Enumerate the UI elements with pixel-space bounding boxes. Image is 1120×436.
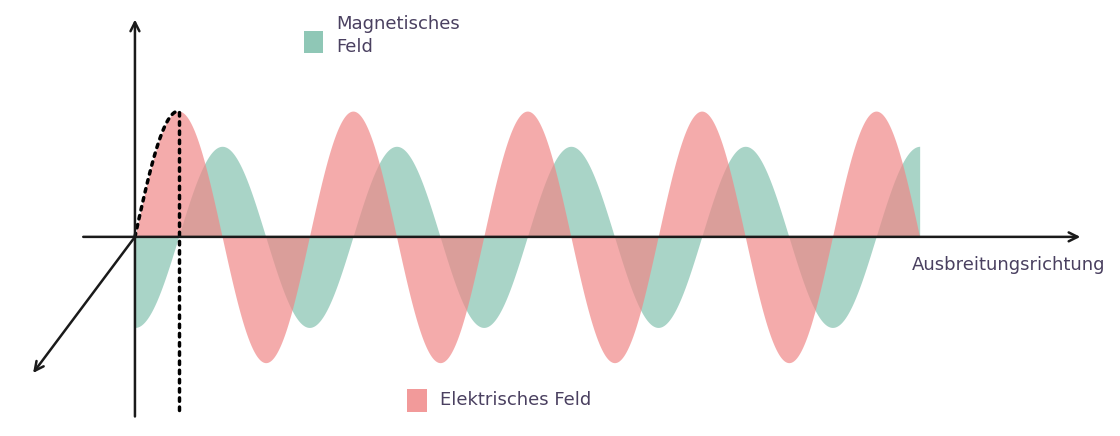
Text: Elektrisches Feld: Elektrisches Feld <box>440 392 591 409</box>
Bar <box>408 389 427 412</box>
Text: Magnetisches
Feld: Magnetisches Feld <box>337 15 460 56</box>
Text: Ausbreitungsrichtung: Ausbreitungsrichtung <box>912 256 1105 274</box>
Bar <box>304 31 324 53</box>
